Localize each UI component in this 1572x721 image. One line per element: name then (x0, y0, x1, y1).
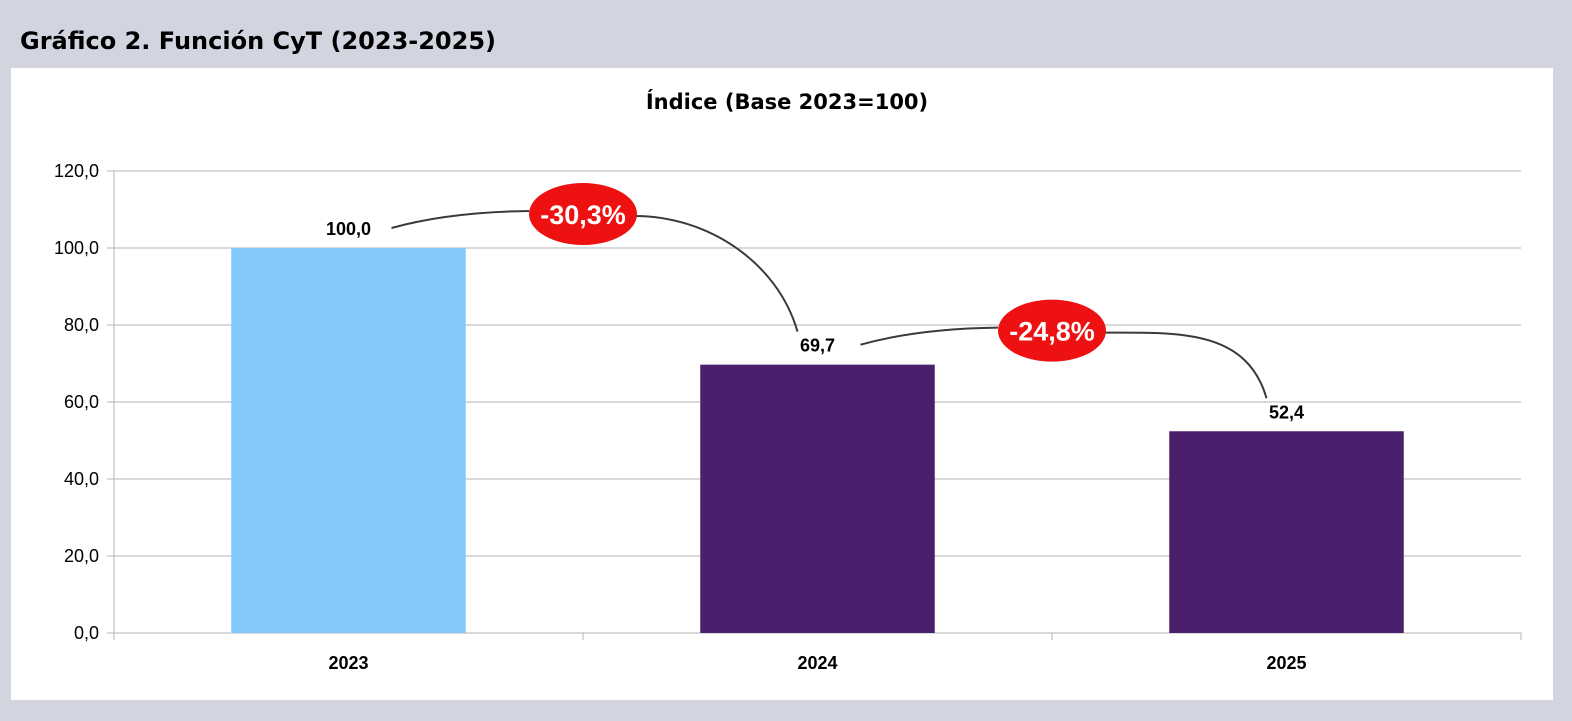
data-label-2024: 69,7 (800, 336, 835, 356)
y-tick-label: 40,0 (64, 469, 99, 489)
x-tick-label-2025: 2025 (1266, 653, 1306, 673)
y-tick-label: 100,0 (54, 238, 99, 258)
x-tick-label-2024: 2024 (797, 653, 837, 673)
data-label-2023: 100,0 (326, 219, 371, 239)
y-tick-label: 20,0 (64, 546, 99, 566)
y-tick-label: 80,0 (64, 315, 99, 335)
bar-2025 (1169, 431, 1404, 633)
change-badge-label: -24,8% (1009, 317, 1095, 347)
change-badge (529, 183, 637, 245)
data-label-2025: 52,4 (1269, 402, 1304, 422)
connector-line (1103, 331, 1268, 399)
change-badge-label: -30,3% (540, 200, 626, 230)
y-tick-label: 60,0 (64, 392, 99, 412)
connector-line (634, 215, 799, 332)
change-annotations: -30,3% -24,8% (391, 183, 1268, 399)
y-tick-label: 0,0 (74, 623, 99, 643)
change-badge (998, 299, 1106, 362)
axes: 0,0 20,0 40,0 60,0 80,0 100,0 120,0 2023 2024 202… (54, 161, 1522, 673)
connector-line (860, 326, 999, 346)
connector-line (391, 210, 530, 229)
data-labels: 100,0 69,7 52,4 (326, 219, 1304, 422)
x-tick-label-2023: 2023 (328, 653, 368, 673)
y-tick-label: 120,0 (54, 161, 99, 181)
bar-2024 (700, 364, 935, 633)
bars (231, 248, 1404, 633)
page-title: Gráfico 2. Función CyT (2023-2025) (20, 27, 496, 55)
bar-2023 (231, 248, 466, 633)
chart-title: Índice (Base 2023=100) (646, 89, 928, 114)
